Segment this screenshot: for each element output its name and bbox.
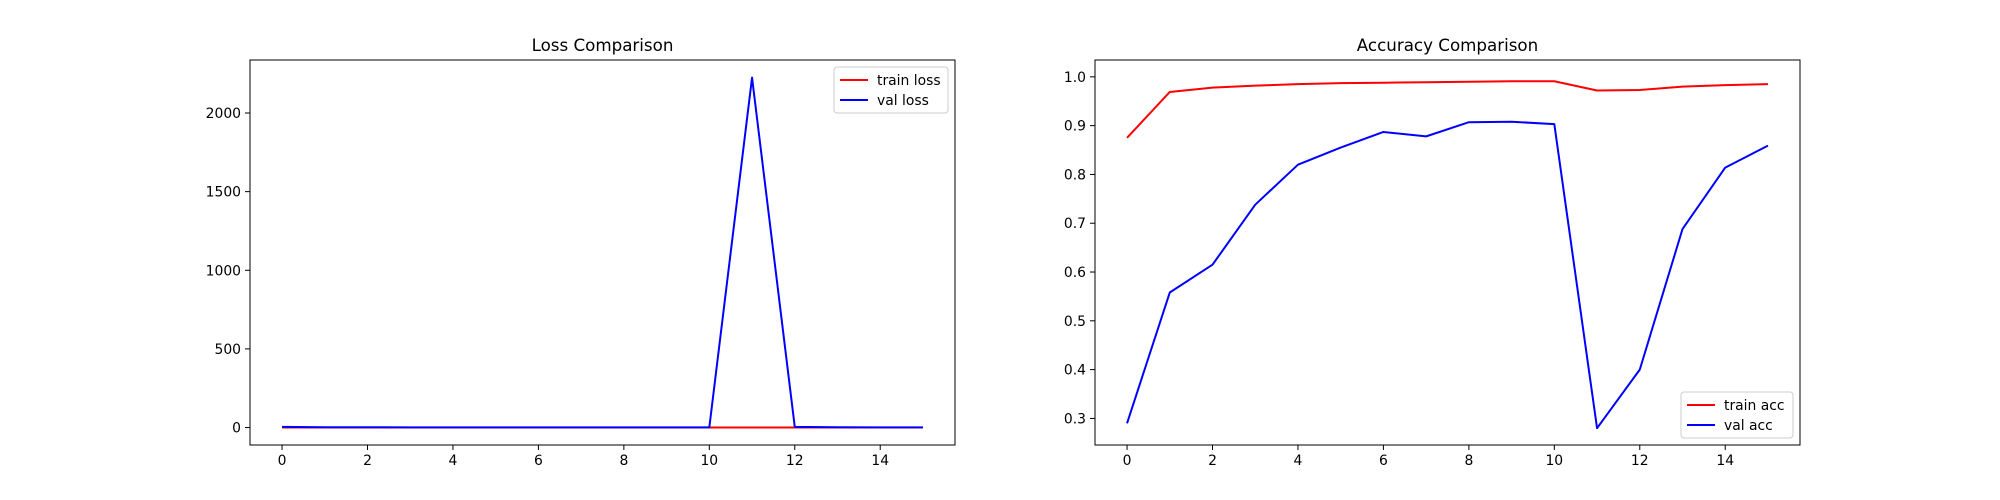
loss-x-tick-label: 8 bbox=[619, 453, 628, 469]
loss-chart-frame bbox=[249, 59, 956, 446]
accuracy-x-tick-label: 6 bbox=[1379, 453, 1388, 469]
accuracy-chart-frame bbox=[1094, 59, 1801, 446]
loss-x-tick-label: 6 bbox=[534, 453, 543, 469]
accuracy-x-tick-label: 12 bbox=[1631, 453, 1649, 469]
loss-y-tick-label: 500 bbox=[214, 342, 241, 358]
loss-y-tick-label: 1500 bbox=[206, 185, 241, 201]
loss-x-tick-label: 0 bbox=[278, 453, 287, 469]
loss-x-tick-label: 14 bbox=[871, 453, 889, 469]
loss-x-tick-label: 10 bbox=[700, 453, 718, 469]
series-line-val-loss bbox=[282, 76, 923, 429]
series-line-train-acc bbox=[1126, 80, 1768, 139]
accuracy-x-tick-label: 14 bbox=[1716, 453, 1734, 469]
accuracy-y-tick-label: 0.8 bbox=[1064, 167, 1086, 183]
loss-y-tick-label: 2000 bbox=[206, 106, 241, 122]
loss-y-tick-label: 0 bbox=[232, 421, 241, 437]
loss-chart-series bbox=[282, 76, 923, 429]
accuracy-chart-series bbox=[1126, 80, 1769, 430]
accuracy-chart-legend: train acc val acc bbox=[1680, 391, 1794, 439]
accuracy-x-tick-label: 8 bbox=[1464, 453, 1473, 469]
loss-chart-x-axis: 0 2 4 6 8 10 12 14 bbox=[278, 445, 889, 469]
accuracy-y-tick-label: 0.5 bbox=[1064, 314, 1086, 330]
legend-label-train-loss: train loss bbox=[877, 73, 941, 89]
accuracy-chart: Accuracy Comparison 0 2 4 6 8 10 12 14 0.30.40.… bbox=[1064, 35, 1801, 469]
accuracy-x-tick-label: 10 bbox=[1545, 453, 1563, 469]
loss-chart-legend-box bbox=[833, 66, 949, 114]
accuracy-x-tick-label: 0 bbox=[1123, 453, 1132, 469]
accuracy-y-tick-label: 0.4 bbox=[1064, 363, 1086, 379]
loss-chart-title: Loss Comparison bbox=[532, 35, 674, 55]
accuracy-y-tick-label: 1.0 bbox=[1064, 70, 1086, 86]
accuracy-chart-title: Accuracy Comparison bbox=[1357, 35, 1538, 55]
legend-label-val-loss: val loss bbox=[877, 93, 929, 109]
legend-label-val-acc: val acc bbox=[1724, 418, 1773, 434]
series-line-val-acc bbox=[1126, 120, 1769, 430]
loss-chart: Loss Comparison 0 2 4 6 8 10 12 14 0 500 1000 1500… bbox=[206, 35, 956, 469]
loss-chart-y-axis: 0 500 1000 1500 2000 bbox=[206, 106, 250, 437]
loss-y-tick-label: 1000 bbox=[206, 263, 241, 279]
accuracy-y-tick-label: 0.3 bbox=[1064, 411, 1086, 427]
loss-chart-legend: train loss val loss bbox=[833, 66, 949, 114]
legend-label-train-acc: train acc bbox=[1724, 398, 1785, 414]
accuracy-chart-legend-box bbox=[1680, 391, 1794, 439]
accuracy-y-tick-label: 0.7 bbox=[1064, 216, 1086, 232]
accuracy-y-tick-label: 0.9 bbox=[1064, 119, 1086, 135]
accuracy-chart-x-axis: 0 2 4 6 8 10 12 14 bbox=[1123, 445, 1734, 469]
loss-x-tick-label: 4 bbox=[449, 453, 458, 469]
accuracy-y-tick-label: 0.6 bbox=[1064, 265, 1086, 281]
accuracy-chart-y-axis: 0.3 0.4 0.5 0.6 0.7 0.8 0.9 1.0 bbox=[1064, 70, 1095, 427]
loss-x-tick-label: 12 bbox=[786, 453, 804, 469]
accuracy-x-tick-label: 2 bbox=[1208, 453, 1217, 469]
accuracy-x-tick-label: 4 bbox=[1294, 453, 1303, 469]
loss-x-tick-label: 2 bbox=[363, 453, 372, 469]
